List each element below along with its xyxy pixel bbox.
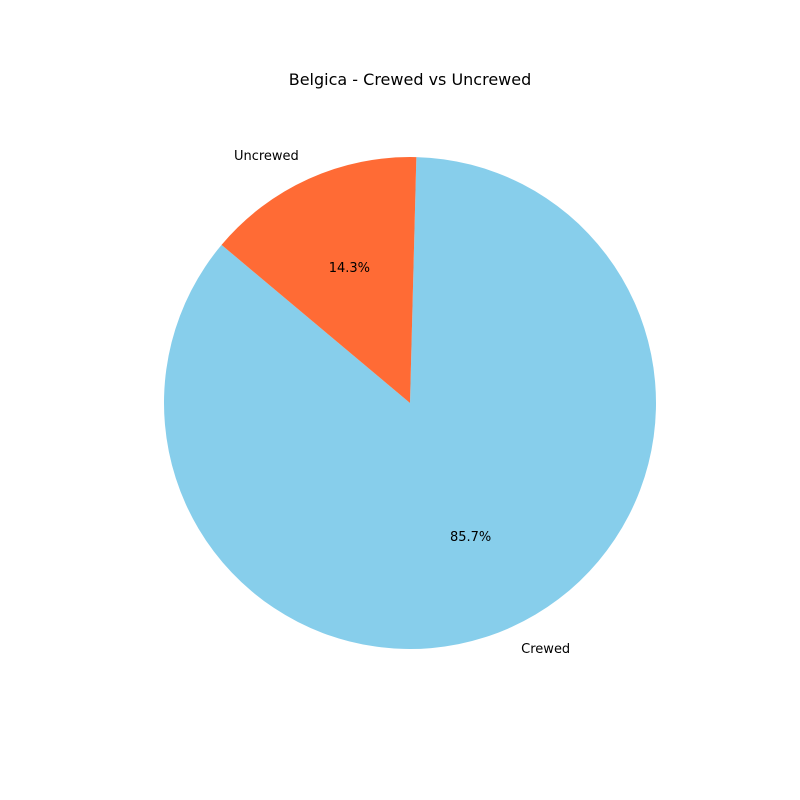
pct-label-uncrewed: 14.3%: [329, 261, 370, 276]
chart-title: Belgica - Crewed vs Uncrewed: [288, 70, 532, 89]
slice-label-crewed: Crewed: [521, 642, 570, 657]
slice-label-uncrewed: Uncrewed: [234, 149, 299, 164]
pie-slice-uncrewed: [221, 157, 417, 403]
pct-label-crewed: 85.7%: [450, 530, 491, 545]
pie-slice-crewed: [164, 157, 656, 649]
